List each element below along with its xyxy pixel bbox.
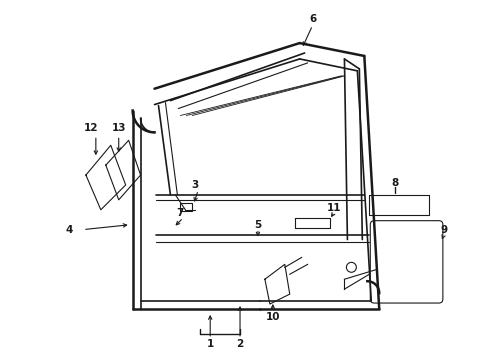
- Text: 3: 3: [192, 180, 199, 190]
- Text: 9: 9: [441, 225, 447, 235]
- Text: 5: 5: [254, 220, 262, 230]
- Text: 11: 11: [327, 203, 342, 213]
- Text: 8: 8: [392, 178, 399, 188]
- Text: 10: 10: [266, 312, 280, 322]
- Text: 7: 7: [177, 208, 184, 218]
- Text: 2: 2: [236, 339, 244, 349]
- Text: 12: 12: [84, 123, 98, 134]
- Text: 4: 4: [65, 225, 73, 235]
- Text: 6: 6: [309, 14, 316, 24]
- Bar: [180, 203, 192, 211]
- Text: 1: 1: [207, 339, 214, 349]
- Text: 13: 13: [111, 123, 126, 134]
